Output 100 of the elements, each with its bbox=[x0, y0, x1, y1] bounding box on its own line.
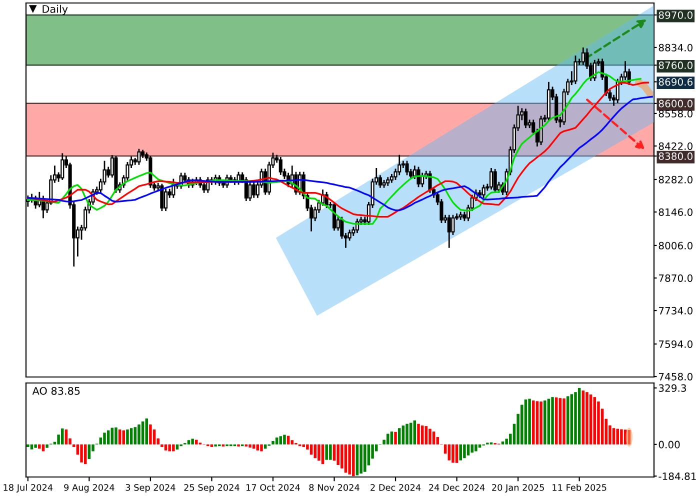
candlestick bbox=[252, 182, 256, 199]
bar bbox=[574, 392, 577, 444]
x-tick-label: 2 Dec 2024 bbox=[370, 484, 421, 491]
bar bbox=[130, 428, 133, 444]
bar bbox=[138, 424, 140, 444]
bar bbox=[145, 418, 148, 444]
x-tick-label: 18 Jul 2024 bbox=[4, 484, 53, 492]
bar bbox=[318, 444, 320, 461]
y-tick-label: 8422.0 bbox=[658, 142, 692, 150]
bar bbox=[30, 444, 34, 450]
bar bbox=[455, 444, 458, 463]
bar bbox=[88, 444, 91, 459]
bar bbox=[558, 398, 562, 444]
bar bbox=[394, 432, 397, 444]
bar bbox=[628, 430, 630, 444]
bar bbox=[114, 427, 118, 444]
bar bbox=[413, 420, 416, 444]
bar bbox=[536, 401, 539, 444]
bar bbox=[195, 440, 198, 444]
bar bbox=[168, 444, 171, 452]
bar bbox=[122, 430, 126, 444]
candlestick bbox=[278, 156, 282, 176]
x-tick-label: 8 Nov 2024 bbox=[309, 484, 360, 491]
candlestick bbox=[624, 60, 628, 81]
candlestick bbox=[248, 181, 252, 202]
bar bbox=[570, 394, 574, 444]
bar bbox=[314, 444, 316, 458]
y-tick-label: 8380.0 bbox=[658, 152, 692, 160]
bar bbox=[106, 430, 110, 444]
candlestick bbox=[489, 167, 494, 190]
bar bbox=[191, 438, 194, 444]
bar bbox=[398, 428, 401, 444]
bar bbox=[336, 444, 340, 465]
bar bbox=[103, 432, 106, 444]
bar bbox=[424, 426, 428, 444]
bar bbox=[448, 444, 451, 460]
y-tick-label: 8834.0 bbox=[658, 44, 692, 52]
bar bbox=[34, 444, 37, 448]
candlestick bbox=[60, 152, 64, 181]
y-tick-label: 7458.0 bbox=[658, 372, 692, 380]
bar bbox=[390, 432, 394, 444]
y-tick-label: -184.81 bbox=[658, 472, 696, 480]
bar bbox=[134, 427, 137, 444]
bar bbox=[586, 392, 588, 444]
bar bbox=[406, 424, 408, 444]
bar bbox=[80, 444, 83, 462]
y-tick-label: 8282.0 bbox=[658, 176, 692, 184]
bar bbox=[554, 397, 558, 444]
bar bbox=[352, 444, 355, 476]
bar bbox=[348, 444, 351, 474]
bar bbox=[290, 440, 294, 444]
bar bbox=[248, 444, 252, 448]
bar bbox=[409, 422, 412, 444]
y-tick-label: 7734.0 bbox=[658, 306, 692, 314]
y-tick-label: 0.00 bbox=[658, 440, 680, 448]
bar bbox=[149, 424, 152, 444]
bar bbox=[562, 398, 566, 444]
bar bbox=[160, 444, 164, 447]
bar bbox=[42, 444, 45, 452]
bar bbox=[459, 444, 462, 460]
x-tick-label: 25 Sep 2024 bbox=[184, 484, 240, 493]
bar bbox=[356, 444, 359, 476]
x-tick-label: 9 Aug 2024 bbox=[64, 484, 114, 493]
bar bbox=[283, 434, 286, 444]
line-series bbox=[27, 96, 653, 212]
bar bbox=[578, 388, 581, 444]
bar bbox=[420, 426, 424, 444]
bar bbox=[432, 432, 436, 444]
bar bbox=[64, 429, 68, 444]
bar bbox=[474, 444, 478, 452]
candlestick bbox=[482, 184, 486, 199]
x-tick-label: 24 Dec 2024 bbox=[429, 484, 485, 491]
candlestick bbox=[164, 188, 168, 212]
bar bbox=[528, 398, 531, 444]
bar bbox=[582, 390, 585, 444]
bar bbox=[38, 444, 41, 449]
bar bbox=[551, 397, 554, 444]
candlestick bbox=[428, 170, 432, 194]
bar bbox=[329, 444, 332, 460]
bar bbox=[543, 400, 546, 444]
candlestick bbox=[398, 154, 402, 176]
bar bbox=[256, 444, 260, 450]
bar bbox=[126, 429, 129, 444]
bar bbox=[524, 399, 528, 444]
bar bbox=[272, 440, 274, 444]
y-tick-label: 8690.6 bbox=[658, 78, 693, 86]
candlestick bbox=[493, 168, 497, 194]
bar bbox=[302, 444, 305, 447]
bar bbox=[61, 428, 64, 444]
bar bbox=[26, 444, 30, 447]
y-tick-label: 8006.0 bbox=[658, 242, 692, 250]
bar bbox=[110, 428, 114, 444]
bar bbox=[46, 444, 48, 448]
bar bbox=[620, 429, 623, 444]
bar bbox=[402, 426, 405, 444]
bar bbox=[417, 424, 420, 444]
bar bbox=[386, 434, 390, 444]
bar bbox=[141, 421, 144, 444]
bar bbox=[612, 428, 616, 444]
bar bbox=[540, 402, 542, 444]
